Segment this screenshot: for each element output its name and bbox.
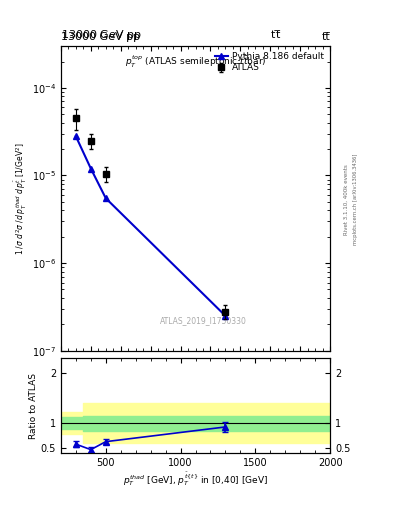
- Pythia 8.186 default: [88, 165, 93, 172]
- Pythia 8.186 default: [223, 313, 228, 319]
- Text: tt̅: tt̅: [321, 32, 330, 42]
- Y-axis label: Ratio to ATLAS: Ratio to ATLAS: [29, 373, 38, 439]
- Text: ATLAS_2019_I1750330: ATLAS_2019_I1750330: [160, 316, 247, 325]
- X-axis label: $p_T^{thad}$ [GeV], $p_T^{\bar{t}\{t\}}$ in [0,40] [GeV]: $p_T^{thad}$ [GeV], $p_T^{\bar{t}\{t\}}$…: [123, 471, 268, 488]
- Line: Pythia 8.186 default: Pythia 8.186 default: [73, 133, 229, 319]
- Pythia 8.186 default: [73, 133, 78, 139]
- Text: 13000 GeV pp: 13000 GeV pp: [61, 32, 140, 42]
- Text: Rivet 3.1.10, 400k events: Rivet 3.1.10, 400k events: [343, 164, 348, 235]
- Text: mcplots.cern.ch [arXiv:1306.3436]: mcplots.cern.ch [arXiv:1306.3436]: [353, 154, 358, 245]
- Pythia 8.186 default: [103, 195, 108, 201]
- Y-axis label: $1\,/\,\sigma\;d^2\sigma\,/\,d\,p_T^{thad}\;d\,p_T^{\bar{t}}\;[1/\mathrm{GeV}^2]: $1\,/\,\sigma\;d^2\sigma\,/\,d\,p_T^{tha…: [13, 142, 29, 254]
- Text: 13000 GeV pp$\quad\quad\quad\quad\quad\quad\quad\quad\quad\quad\quad\quad$tt̅: 13000 GeV pp$\quad\quad\quad\quad\quad\q…: [61, 28, 281, 42]
- Legend: Pythia 8.186 default, ATLAS: Pythia 8.186 default, ATLAS: [211, 49, 327, 76]
- Text: $p_T^{top}$ (ATLAS semileptonic $t\bar{t}$bar): $p_T^{top}$ (ATLAS semileptonic $t\bar{t…: [125, 54, 266, 70]
